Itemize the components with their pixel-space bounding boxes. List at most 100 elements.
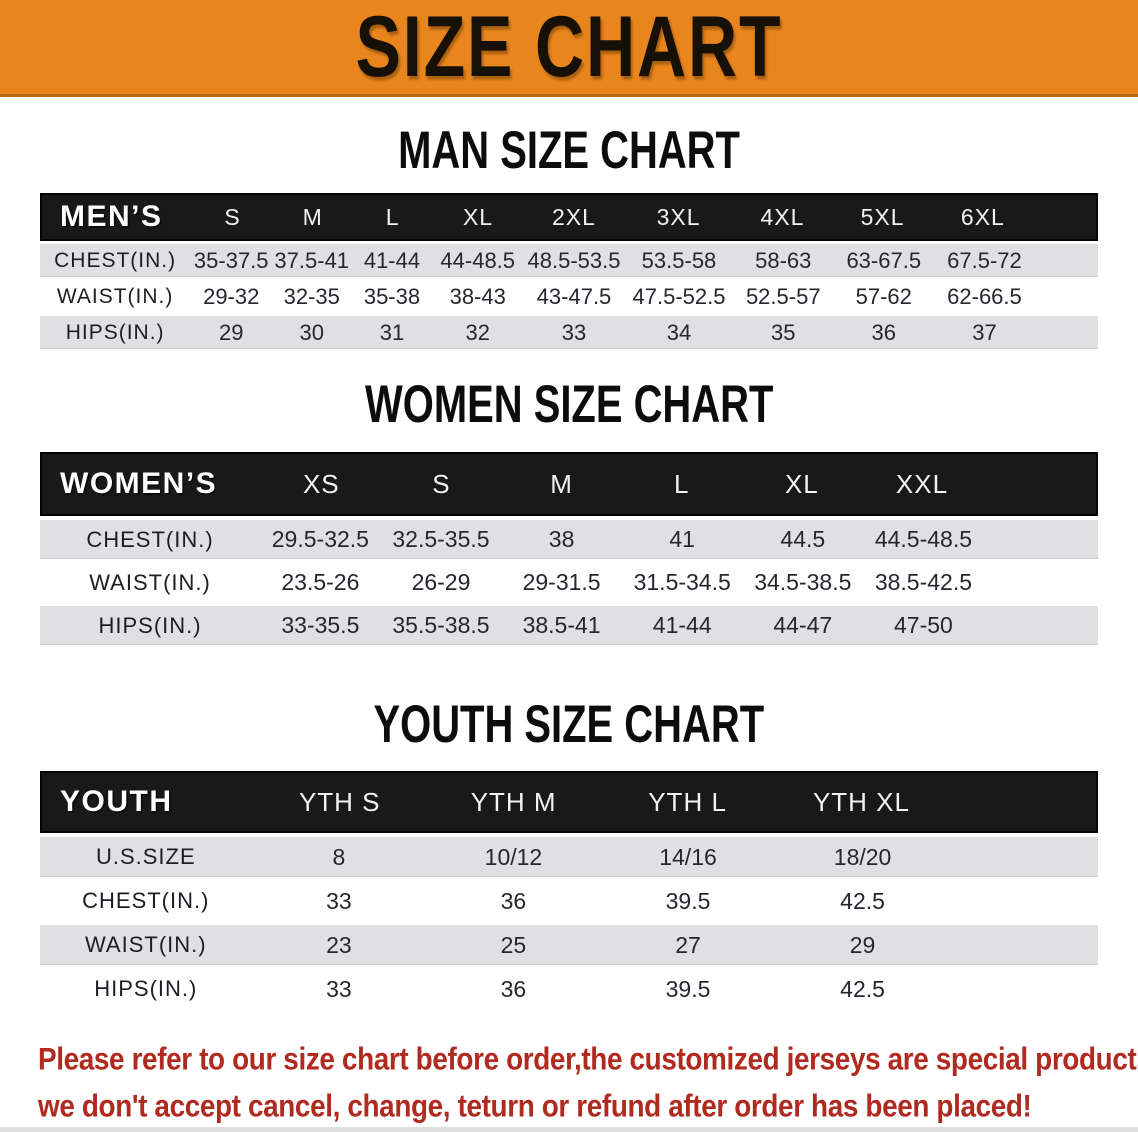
size-value: 29-31.5: [522, 569, 601, 595]
size-value: 47-50: [894, 612, 953, 638]
women-size-table: WOMEN’S XS S M L XL XXL CHEST(IN.) 29.5-32.5 32.5…: [40, 452, 1098, 645]
women-section-heading-text: WOMEN SIZE CHART: [364, 373, 774, 434]
women-row-waist-in: WAIST(IN.) 23.5-26 26-29 29-31.5 31.5-34.5 34…: [40, 563, 1098, 602]
men-row-hips-in: HIPS(IN.) 29 30 31 32 33 34 35 36 37: [40, 316, 1098, 349]
size-value: 10/12: [484, 843, 543, 870]
men-column-header-2: M: [302, 203, 323, 230]
size-value: 38-43: [449, 283, 506, 309]
women-column-header-3: M: [550, 468, 573, 499]
size-value: 30: [299, 319, 324, 345]
size-value: 23.5-26: [281, 569, 360, 595]
size-value: 38.5-41: [522, 612, 601, 638]
size-value: 33: [326, 887, 352, 914]
size-value: 27: [675, 931, 701, 958]
size-value: 44.5: [780, 526, 826, 552]
size-value: 44-47: [773, 612, 833, 638]
row-label: CHEST(IN.): [82, 888, 210, 913]
youth-row-hips-in: HIPS(IN.) 33 36 39.5 42.5: [40, 969, 1098, 1009]
size-value: 52.5-57: [745, 283, 821, 309]
size-value: 32.5-35.5: [392, 526, 490, 552]
men-column-header-4: XL: [462, 203, 494, 230]
youth-section-heading-text: YOUTH SIZE CHART: [373, 693, 765, 754]
men-row-chest-in: CHEST(IN.) 35-37.5 37.5-41 41-44 44-48.5 48.5…: [40, 244, 1098, 277]
size-value: 32-35: [283, 283, 340, 309]
size-value: 26-29: [411, 569, 471, 595]
banner-title: SIZE CHART: [355, 0, 783, 95]
size-value: 41: [669, 526, 695, 552]
size-value: 29: [849, 931, 876, 958]
men-corner-label: MEN’S: [60, 200, 163, 233]
youth-row-waist-in: WAIST(IN.) 23 25 27 29: [40, 925, 1098, 965]
size-value: 35: [771, 319, 796, 345]
size-value: 42.5: [840, 975, 885, 1002]
men-column-header-3: L: [385, 203, 400, 230]
row-label: HIPS(IN.): [98, 612, 202, 638]
men-size-table: MEN’S S M L XL 2XL 3XL 4XL 5XL 6XL CHEST(IN.) 35-37…: [40, 193, 1098, 349]
men-column-header-9: 6XL: [960, 203, 1005, 230]
women-column-header-6: XXL: [895, 468, 949, 499]
size-value: 48.5-53.5: [527, 247, 621, 273]
women-row-hips-in: HIPS(IN.) 33-35.5 35.5-38.5 38.5-41 41-44 44-…: [40, 606, 1098, 645]
youth-row-chest-in: CHEST(IN.) 33 36 39.5 42.5: [40, 881, 1098, 921]
size-value: 36: [871, 319, 896, 345]
men-column-header-1: S: [224, 203, 241, 230]
size-value: 38: [548, 526, 575, 552]
size-value: 53.5-58: [641, 247, 717, 273]
youth-section-heading: YOUTH SIZE CHART: [0, 694, 1138, 754]
youth-corner-label: YOUTH: [60, 785, 173, 818]
footer-disclaimer-line-2: we don't accept cancel, change, teturn o…: [38, 1089, 1032, 1124]
youth-table-header-row: YOUTH YTH S YTH M YTH L YTH XL: [40, 771, 1098, 833]
size-value: 35-37.5: [193, 247, 269, 273]
size-value: 33-35.5: [281, 612, 360, 638]
size-value: 57-62: [855, 283, 912, 309]
size-value: 35.5-38.5: [392, 612, 490, 638]
row-label: WAIST(IN.): [89, 569, 211, 595]
footer-disclaimer: Please refer to our size chart before or…: [38, 1036, 1138, 1130]
men-row-waist-in: WAIST(IN.) 29-32 32-35 35-38 38-43 43-47.5 47.…: [40, 280, 1098, 313]
women-column-header-2: S: [432, 468, 451, 499]
size-value: 37: [972, 319, 997, 345]
size-value: 39.5: [665, 975, 711, 1002]
size-value: 36: [500, 887, 527, 914]
size-value: 44.5-48.5: [874, 526, 973, 552]
bottom-edge-line: [0, 1127, 1138, 1132]
women-table-header-row: WOMEN’S XS S M L XL XXL: [40, 452, 1098, 516]
youth-row-u-s-size: U.S.SIZE 8 10/12 14/16 18/20: [40, 837, 1098, 877]
size-value: 34.5-38.5: [754, 569, 852, 595]
youth-column-header-3: YTH L: [648, 786, 727, 817]
row-label: HIPS(IN.): [65, 320, 165, 344]
size-value: 41-44: [363, 247, 421, 273]
size-value: 31: [379, 319, 405, 345]
men-section-heading: MAN SIZE CHART: [0, 120, 1138, 180]
size-value: 38.5-42.5: [874, 569, 973, 595]
size-value: 35-38: [363, 283, 421, 309]
men-column-header-6: 3XL: [656, 203, 701, 230]
size-value: 67.5-72: [947, 247, 1022, 273]
size-value: 32: [465, 319, 490, 345]
men-column-header-7: 4XL: [760, 203, 805, 230]
footer-disclaimer-line-1: Please refer to our size chart before or…: [38, 1042, 1138, 1077]
size-value: 42.5: [840, 887, 885, 914]
youth-column-header-2: YTH M: [470, 786, 557, 817]
size-value: 63-67.5: [846, 247, 922, 273]
size-value: 33: [561, 319, 587, 345]
size-value: 25: [500, 931, 527, 958]
men-table-header-row: MEN’S S M L XL 2XL 3XL 4XL 5XL 6XL: [40, 193, 1098, 241]
youth-size-table: YOUTH YTH S YTH M YTH L YTH XL U.S.SIZE 8 10/12…: [40, 771, 1098, 1009]
size-value: 14/16: [659, 843, 717, 870]
size-value: 44-48.5: [440, 247, 516, 273]
men-section-heading-text: MAN SIZE CHART: [398, 119, 740, 180]
size-value: 29: [218, 319, 244, 345]
youth-column-header-4: YTH XL: [812, 786, 910, 817]
row-label: HIPS(IN.): [94, 976, 198, 1001]
size-value: 31.5-34.5: [633, 569, 731, 595]
size-value: 33: [326, 975, 352, 1002]
banner: SIZE CHART: [0, 0, 1138, 97]
size-value: 43-47.5: [536, 283, 612, 309]
women-corner-label: WOMEN’S: [60, 467, 218, 500]
men-column-header-8: 5XL: [860, 203, 905, 230]
row-label: U.S.SIZE: [95, 844, 196, 869]
size-value: 36: [500, 975, 527, 1002]
size-value: 23: [326, 931, 352, 958]
